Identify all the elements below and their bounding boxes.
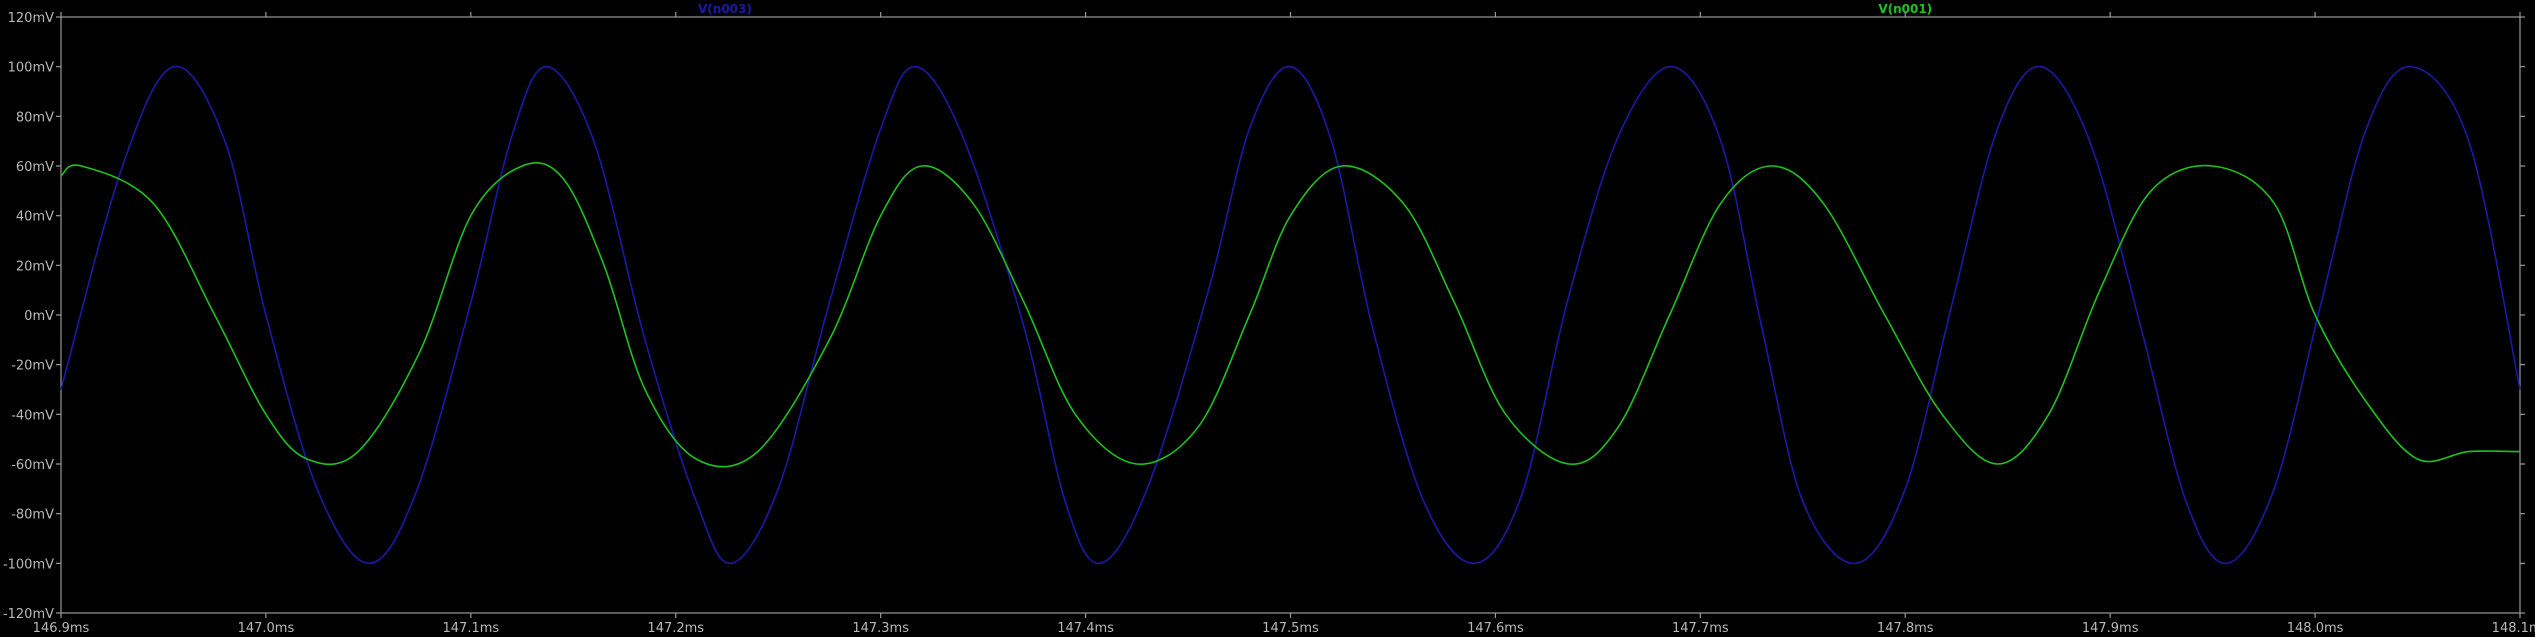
series-lines (60, 65, 2521, 565)
y-tick-label: 20mV (16, 259, 54, 274)
legend: V(n003) V(n001) (698, 2, 1932, 16)
y-tick-label: 0mV (24, 309, 54, 324)
series-line-vn001 (60, 162, 2521, 468)
x-tick-label: 147.0ms (238, 621, 295, 636)
x-tick-label: 147.8ms (1877, 621, 1934, 636)
x-tick-label: 146.9ms (33, 621, 90, 636)
y-tick-label: -80mV (11, 508, 54, 523)
x-tick-label: 147.5ms (1262, 621, 1319, 636)
x-tick-label: 147.3ms (852, 621, 909, 636)
x-tick-label: 147.4ms (1057, 621, 1114, 636)
y-tick-label: 120mV (8, 11, 54, 26)
y-tick-label: 40mV (16, 210, 54, 225)
x-tick-label: 147.7ms (1672, 621, 1729, 636)
y-tick-label: 60mV (16, 160, 54, 175)
y-tick-label: 100mV (8, 61, 54, 76)
axes: 120mV 100mV 80mV 60mV 40mV 20mV 0mV -20mV -40mV -… (3, 11, 2535, 636)
x-tick-label: 147.1ms (443, 621, 500, 636)
y-tick-label: -60mV (11, 458, 54, 473)
legend-label: V(n003) (698, 2, 752, 16)
y-tick-label: -20mV (11, 359, 54, 374)
x-tick-label: 147.2ms (647, 621, 704, 636)
y-tick-label: -120mV (3, 607, 54, 622)
x-tick-label: 148.0ms (2287, 621, 2344, 636)
y-tick-label: 80mV (16, 110, 54, 125)
x-tick-label: 147.6ms (1467, 621, 1524, 636)
x-tick-label: 147.9ms (2082, 621, 2139, 636)
x-tick-label: 148.1ms (2492, 621, 2535, 636)
y-tick-label: -100mV (3, 557, 54, 572)
legend-label: V(n001) (1878, 2, 1932, 16)
series-line-vn003 (60, 65, 2521, 565)
y-tick-label: -40mV (11, 408, 54, 423)
